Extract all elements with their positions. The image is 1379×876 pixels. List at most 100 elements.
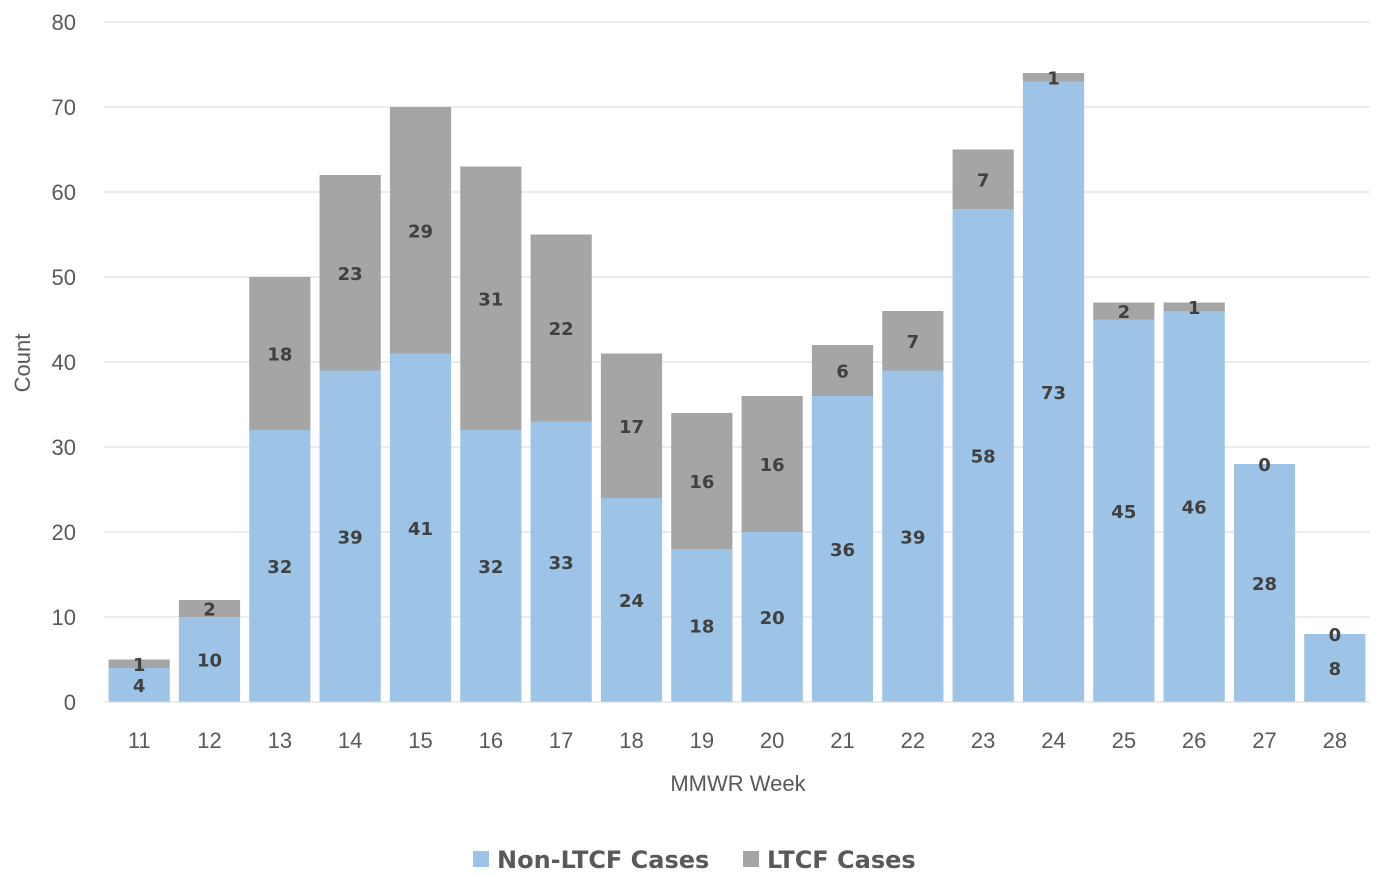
- legend-label: LTCF Cases: [767, 846, 916, 874]
- x-tick-label: 17: [549, 728, 573, 753]
- data-label: 22: [549, 319, 574, 340]
- data-label: 6: [836, 362, 849, 383]
- data-label: 41: [408, 519, 433, 540]
- bar-ltcf: [741, 396, 803, 532]
- x-tick-label: 20: [760, 728, 784, 753]
- data-label: 28: [1252, 574, 1277, 595]
- y-tick-label: 20: [52, 520, 76, 545]
- legend-label: Non-LTCF Cases: [497, 846, 709, 874]
- data-label: 39: [338, 527, 363, 548]
- bar-ltcf: [319, 175, 381, 371]
- data-label: 18: [267, 345, 292, 366]
- bar-non-ltcf: [1093, 319, 1155, 702]
- bar-ltcf: [1163, 302, 1225, 311]
- y-tick-label: 40: [52, 350, 76, 375]
- x-tick-label: 21: [830, 728, 854, 753]
- x-tick-label: 26: [1182, 728, 1206, 753]
- bar-non-ltcf: [460, 430, 522, 702]
- bar-non-ltcf: [952, 209, 1014, 702]
- bar-non-ltcf: [1163, 311, 1225, 702]
- data-label: 7: [977, 170, 990, 191]
- data-label: 31: [478, 289, 503, 310]
- bar-non-ltcf: [600, 498, 663, 702]
- x-tick-label: 22: [901, 728, 925, 753]
- data-label: 16: [760, 455, 785, 476]
- bar-ltcf: [249, 277, 311, 430]
- x-tick-label: 19: [690, 728, 714, 753]
- x-tick-label: 13: [268, 728, 292, 753]
- data-label: 1: [1188, 298, 1201, 319]
- data-label: 45: [1111, 502, 1136, 523]
- data-label: 32: [478, 557, 503, 578]
- data-label: 7: [907, 332, 920, 353]
- bar-non-ltcf: [389, 353, 452, 702]
- y-tick-label: 50: [52, 265, 76, 290]
- y-tick-label: 80: [52, 10, 76, 35]
- data-label: 46: [1182, 498, 1207, 519]
- data-label: 24: [619, 591, 644, 612]
- bar-ltcf: [952, 149, 1014, 209]
- bars: [108, 73, 1366, 702]
- x-tick-label: 16: [479, 728, 503, 753]
- gridlines: [104, 21, 1370, 618]
- x-axis-title: MMWR Week: [670, 771, 806, 796]
- bar-ltcf: [108, 659, 170, 668]
- data-label: 10: [197, 651, 222, 672]
- y-axis-title: Count: [10, 334, 35, 393]
- data-label: 8: [1329, 659, 1342, 680]
- data-label: 4: [133, 676, 146, 697]
- x-tick-label: 15: [408, 728, 432, 753]
- bar-non-ltcf: [108, 668, 170, 702]
- x-tick-label: 24: [1041, 728, 1065, 753]
- y-tick-label: 60: [52, 180, 76, 205]
- x-tick-label: 23: [971, 728, 995, 753]
- legend-swatch: [473, 851, 489, 867]
- data-label: 36: [830, 540, 855, 561]
- bar-ltcf: [460, 166, 522, 430]
- x-tick-label: 14: [338, 728, 362, 753]
- data-label: 2: [1118, 302, 1131, 323]
- bar-ltcf: [600, 353, 663, 498]
- data-label: 1: [1047, 68, 1060, 89]
- data-label: 23: [338, 264, 363, 285]
- x-tick-label: 28: [1323, 728, 1347, 753]
- bar-ltcf: [530, 234, 592, 422]
- legend: Non-LTCF Cases LTCF Cases: [473, 846, 916, 874]
- x-tick-label: 11: [128, 728, 151, 753]
- bar-non-ltcf: [178, 617, 241, 702]
- bar-non-ltcf: [1233, 464, 1296, 702]
- y-tick-label: 0: [64, 690, 76, 715]
- bar-non-ltcf: [319, 370, 381, 702]
- bar-non-ltcf: [1304, 634, 1366, 702]
- data-label: 33: [549, 553, 574, 574]
- data-label: 58: [971, 447, 996, 468]
- bar-ltcf: [1022, 73, 1085, 82]
- data-label: 17: [619, 417, 644, 438]
- bar-ltcf: [671, 413, 733, 549]
- data-label: 20: [760, 608, 785, 629]
- bar-ltcf: [389, 107, 452, 354]
- x-tick-label: 27: [1252, 728, 1276, 753]
- data-label: 18: [689, 617, 714, 638]
- x-tick-label: 18: [619, 728, 643, 753]
- bar-non-ltcf: [882, 370, 944, 702]
- data-label: 32: [267, 557, 292, 578]
- bar-ltcf: [882, 311, 944, 371]
- x-tick-label: 25: [1112, 728, 1136, 753]
- data-label: 0: [1329, 625, 1342, 646]
- data-label: 39: [900, 527, 925, 548]
- bar-non-ltcf: [1022, 81, 1085, 702]
- bar-non-ltcf: [741, 532, 803, 702]
- bar-non-ltcf: [249, 430, 311, 702]
- bar-non-ltcf: [530, 421, 592, 702]
- data-label: 0: [1258, 455, 1271, 476]
- y-tick-label: 10: [52, 605, 76, 630]
- bar-non-ltcf: [671, 549, 733, 702]
- bar-ltcf: [1093, 302, 1155, 320]
- data-label: 73: [1041, 383, 1066, 404]
- bar-ltcf: [811, 345, 874, 396]
- bar-ltcf: [178, 600, 241, 617]
- data-label: 2: [203, 600, 216, 621]
